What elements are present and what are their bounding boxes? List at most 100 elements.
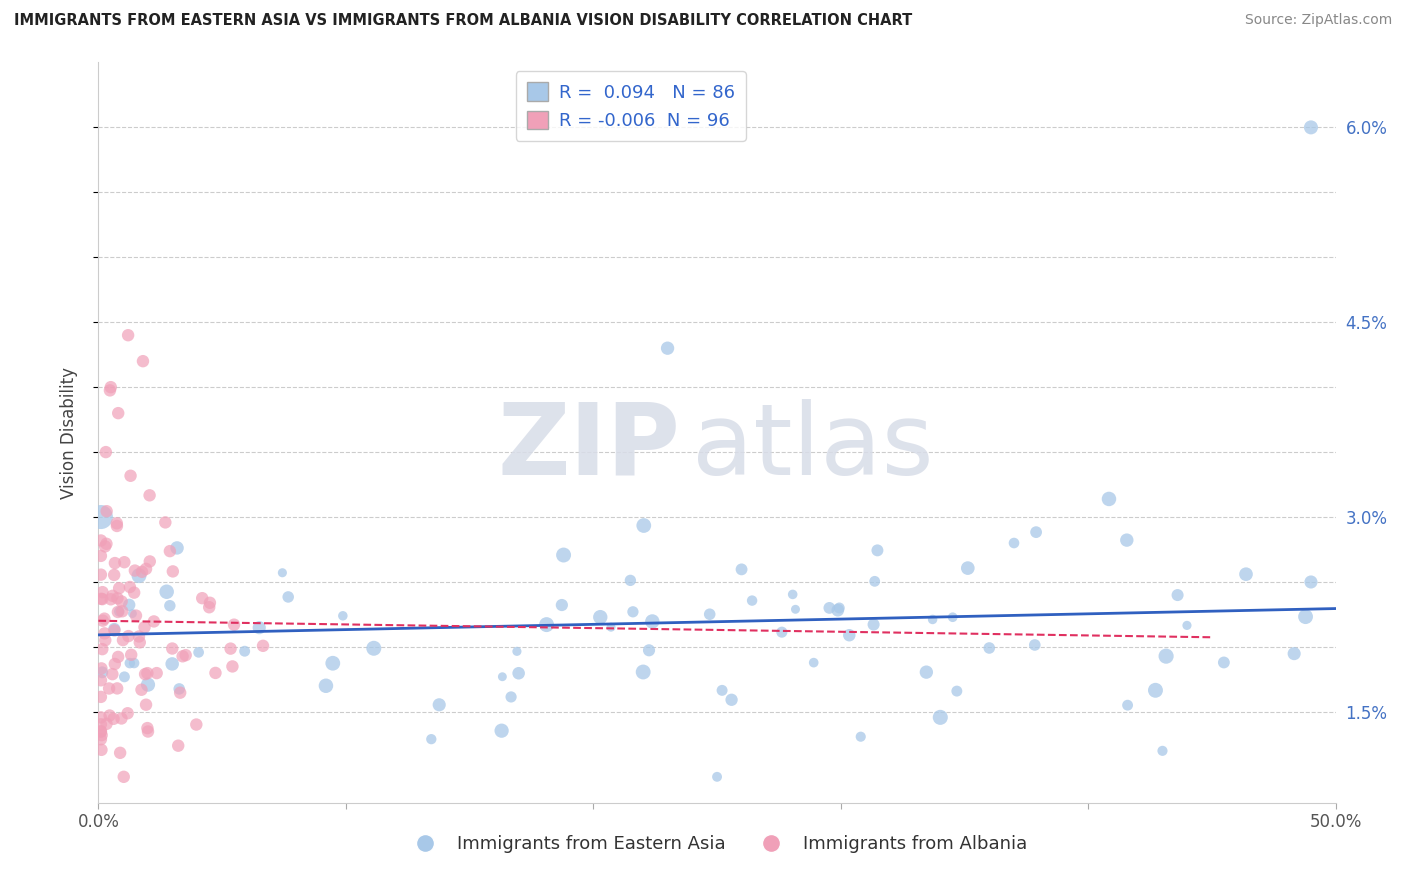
Point [638, 643, 661, 657]
Point [160, 657, 183, 671]
Point [112, 770, 135, 784]
Point [631, 665, 654, 679]
Point [110, 711, 132, 725]
Point [1024, 638, 1046, 652]
Point [90, 591, 112, 606]
Point [491, 723, 513, 738]
Point [93, 626, 115, 640]
Point [91, 585, 114, 599]
Point [112, 555, 135, 569]
Point [90, 724, 112, 739]
Point [219, 641, 242, 656]
Point [1234, 567, 1257, 582]
Point [770, 625, 793, 640]
Point [641, 615, 664, 629]
Point [427, 698, 450, 712]
Point [1144, 683, 1167, 698]
Point [131, 565, 153, 579]
Point [131, 682, 153, 697]
Point [103, 624, 125, 638]
Point [112, 670, 135, 684]
Point [827, 603, 849, 617]
Point [90, 673, 112, 688]
Point [90, 743, 112, 757]
Point [128, 635, 150, 649]
Point [803, 656, 825, 670]
Point [108, 605, 131, 619]
Point [506, 644, 529, 658]
Text: IMMIGRANTS FROM EASTERN ASIA VS IMMIGRANTS FROM ALBANIA VISION DISABILITY CORREL: IMMIGRANTS FROM EASTERN ASIA VS IMMIGRAN… [14, 13, 912, 29]
Point [866, 543, 889, 558]
Point [105, 516, 128, 531]
Point [124, 564, 146, 578]
Point [105, 681, 128, 696]
Point [107, 605, 129, 619]
Point [122, 585, 145, 599]
Point [979, 640, 1001, 655]
Point [108, 581, 131, 595]
Point [553, 548, 575, 562]
Point [136, 724, 159, 739]
Point [145, 666, 167, 681]
Point [117, 629, 139, 643]
Point [252, 639, 274, 653]
Point [100, 380, 122, 394]
Point [1115, 533, 1137, 548]
Point [956, 561, 979, 575]
Point [111, 594, 134, 608]
Text: ZIP: ZIP [498, 399, 681, 496]
Point [1282, 647, 1305, 661]
Point [271, 566, 294, 580]
Y-axis label: Vision Disability: Vision Disability [59, 367, 77, 499]
Point [782, 587, 804, 601]
Point [132, 354, 155, 368]
Point [96, 537, 118, 551]
Point [162, 641, 184, 656]
Point [491, 670, 513, 684]
Text: Source: ZipAtlas.com: Source: ZipAtlas.com [1244, 13, 1392, 28]
Point [1152, 744, 1174, 758]
Point [90, 710, 112, 724]
Point [322, 657, 344, 671]
Point [221, 659, 243, 673]
Point [363, 641, 385, 656]
Point [94, 445, 117, 459]
Point [198, 596, 221, 610]
Point [90, 549, 112, 563]
Point [128, 568, 150, 582]
Point [1025, 525, 1047, 540]
Point [91, 665, 114, 680]
Point [90, 510, 112, 524]
Point [159, 544, 181, 558]
Point [155, 516, 177, 530]
Point [172, 649, 194, 664]
Point [315, 679, 337, 693]
Point [1002, 536, 1025, 550]
Point [93, 612, 115, 626]
Point [1295, 609, 1317, 624]
Point [91, 614, 114, 628]
Point [94, 540, 117, 554]
Point [90, 567, 112, 582]
Point [94, 633, 117, 648]
Point [1299, 574, 1322, 589]
Point [1175, 618, 1198, 632]
Point [536, 617, 558, 632]
Point [187, 645, 209, 659]
Point [118, 580, 141, 594]
Point [162, 565, 184, 579]
Point [277, 590, 299, 604]
Point [111, 604, 134, 618]
Point [711, 683, 734, 698]
Point [828, 601, 851, 615]
Point [90, 717, 112, 731]
Point [111, 633, 134, 648]
Point [135, 698, 157, 712]
Point [204, 665, 226, 680]
Point [862, 617, 884, 632]
Point [90, 661, 112, 675]
Point [863, 574, 886, 589]
Point [104, 556, 127, 570]
Text: atlas: atlas [692, 399, 934, 496]
Point [198, 600, 221, 615]
